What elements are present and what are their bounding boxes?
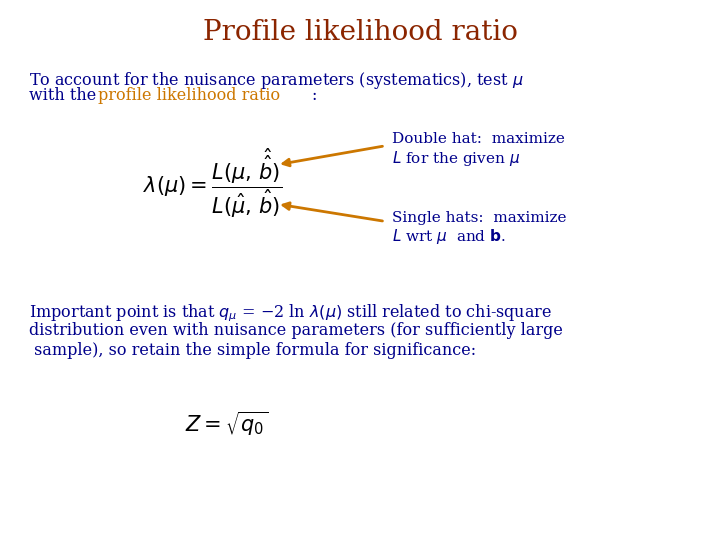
Text: To account for the nuisance parameters (systematics), test $\mu$: To account for the nuisance parameters (… <box>29 70 523 91</box>
Text: Single hats:  maximize
$L$ wrt $\mu$  and $\mathbf{b}$.: Single hats: maximize $L$ wrt $\mu$ and … <box>392 211 567 246</box>
Text: distribution even with nuisance parameters (for sufficiently large: distribution even with nuisance paramete… <box>29 322 562 339</box>
Text: :: : <box>311 87 316 104</box>
Text: sample), so retain the simple formula for significance:: sample), so retain the simple formula fo… <box>29 342 476 359</box>
Text: $Z = \sqrt{q_0}$: $Z = \sqrt{q_0}$ <box>185 410 269 438</box>
Text: $\lambda(\mu) = \dfrac{L(\mu,\,\hat{\hat{b}})}{L(\hat{\mu},\,\hat{b})}$: $\lambda(\mu) = \dfrac{L(\mu,\,\hat{\hat… <box>143 147 282 220</box>
Text: Double hat:  maximize
$L$ for the given $\mu$: Double hat: maximize $L$ for the given $… <box>392 132 565 168</box>
Text: with the: with the <box>29 87 102 104</box>
Text: Important point is that $q_{\mu}$ = $-$2 ln $\lambda(\mu)$ still related to chi-: Important point is that $q_{\mu}$ = $-$2… <box>29 302 552 324</box>
Text: profile likelihood ratio: profile likelihood ratio <box>98 87 280 104</box>
Text: Profile likelihood ratio: Profile likelihood ratio <box>202 19 518 46</box>
